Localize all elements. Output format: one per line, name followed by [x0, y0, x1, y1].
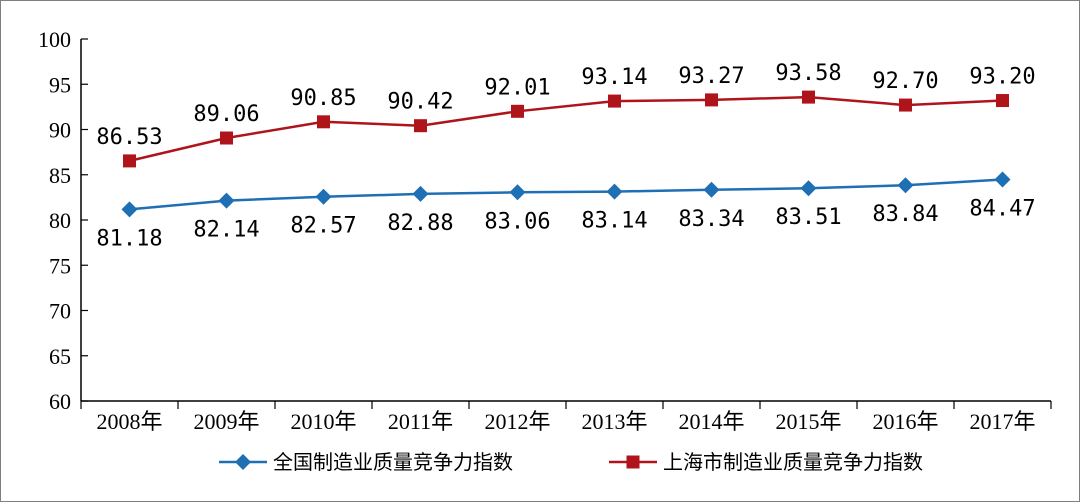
- data-label: 93.27: [678, 64, 744, 89]
- legend-entry-1: 全国制造业质量竞争力指数: [219, 450, 513, 474]
- legend-swatch-marker: [626, 455, 640, 469]
- y-tick-label: 70: [49, 299, 71, 324]
- data-point: [994, 171, 1011, 188]
- data-point: [897, 177, 914, 194]
- x-tick-label: 2008年: [96, 409, 162, 434]
- data-label: 82.14: [193, 218, 259, 243]
- data-point: [511, 104, 524, 118]
- axes: 60 65 70 75 80 85 90 95 100 2008年 2009年 2010年 2011年 2…: [38, 27, 1052, 434]
- data-point: [414, 119, 427, 133]
- data-point: [703, 181, 720, 198]
- data-label: 83.51: [775, 205, 841, 230]
- legend-label: 上海市制造业质量竞争力指数: [663, 450, 923, 474]
- data-point: [800, 180, 817, 197]
- legend-swatch-marker: [235, 454, 251, 470]
- series-2: [123, 90, 1009, 168]
- y-tick-label: 90: [49, 118, 71, 143]
- x-tick-label: 2014年: [678, 409, 744, 434]
- series-layer: [121, 90, 1011, 218]
- legend-entry-2: 上海市制造业质量竞争力指数: [609, 450, 923, 474]
- data-point: [608, 94, 621, 108]
- data-point: [802, 90, 815, 104]
- data-label: 93.14: [581, 65, 647, 90]
- x-tick-label: 2011年: [388, 409, 453, 434]
- data-point: [317, 115, 330, 129]
- y-tick-label: 80: [49, 208, 71, 233]
- data-point: [315, 188, 332, 205]
- y-tick-label: 95: [49, 72, 71, 97]
- data-point: [218, 192, 235, 209]
- data-label: 84.47: [969, 197, 1035, 222]
- x-tick-label: 2015年: [775, 409, 841, 434]
- data-label: 86.53: [96, 125, 162, 150]
- data-label: 81.18: [96, 226, 162, 251]
- y-tick-label: 85: [49, 163, 71, 188]
- data-point: [705, 93, 718, 107]
- data-point: [123, 154, 136, 168]
- data-labels: 81.18 82.14 82.57 82.88 83.06 83.14 83.34 83.51…: [96, 61, 1035, 251]
- data-point: [606, 183, 623, 200]
- x-tick-label: 2012年: [484, 409, 550, 434]
- data-label: 90.42: [387, 90, 453, 115]
- data-label: 82.57: [290, 214, 356, 239]
- legend: 全国制造业质量竞争力指数 上海市制造业质量竞争力指数: [219, 450, 923, 474]
- data-point: [121, 201, 138, 218]
- data-label: 93.58: [775, 61, 841, 86]
- data-label: 90.85: [290, 86, 356, 111]
- data-point: [996, 94, 1009, 108]
- data-label: 92.70: [872, 69, 938, 94]
- data-label: 83.84: [872, 202, 938, 227]
- x-tick-label: 2009年: [193, 409, 259, 434]
- data-label: 83.14: [581, 209, 647, 234]
- legend-label: 全国制造业质量竞争力指数: [273, 450, 513, 474]
- data-label: 83.06: [484, 209, 550, 234]
- data-label: 93.20: [969, 65, 1035, 90]
- series-1: [121, 171, 1011, 218]
- data-point: [509, 184, 526, 201]
- x-tick-label: 2010年: [290, 409, 356, 434]
- y-tick-label: 100: [38, 27, 71, 52]
- data-point: [412, 185, 429, 202]
- data-point: [899, 98, 912, 112]
- y-tick-label: 75: [49, 253, 71, 278]
- data-label: 82.88: [387, 211, 453, 236]
- data-label: 92.01: [484, 75, 550, 100]
- y-tick-label: 60: [49, 389, 71, 414]
- series-line: [129, 178, 1003, 211]
- y-tick-label: 65: [49, 344, 71, 369]
- x-tick-label: 2016年: [872, 409, 938, 434]
- x-tick-label: 2017年: [969, 409, 1035, 434]
- series-line: [129, 95, 1003, 163]
- x-tick-label: 2013年: [581, 409, 647, 434]
- data-label: 89.06: [193, 102, 259, 127]
- data-point: [220, 131, 233, 145]
- data-label: 83.34: [678, 207, 744, 232]
